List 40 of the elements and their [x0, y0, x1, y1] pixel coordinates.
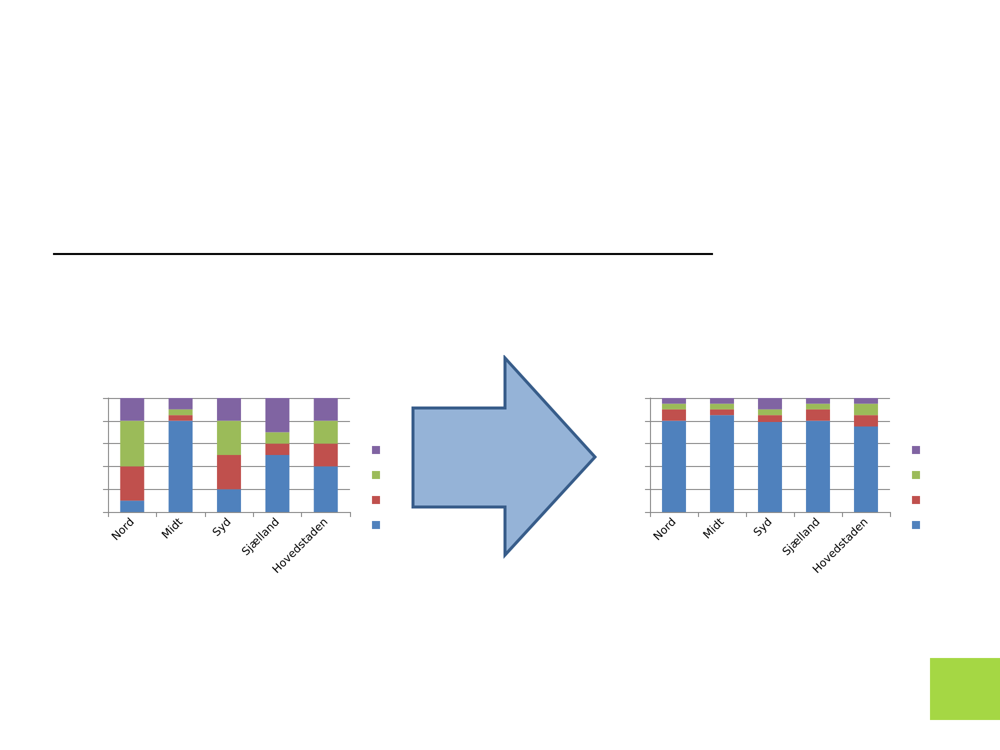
bar — [662, 409, 686, 421]
bar — [662, 398, 686, 404]
bar — [854, 415, 878, 426]
bar — [314, 466, 338, 512]
bar — [806, 404, 830, 410]
bar — [662, 404, 686, 410]
bar — [662, 420, 686, 512]
bar — [710, 398, 734, 404]
bar — [806, 398, 830, 404]
bar — [758, 398, 782, 410]
bar — [806, 420, 830, 512]
bar — [168, 409, 193, 416]
bar — [265, 398, 290, 432]
bar — [217, 455, 241, 490]
bar — [854, 404, 878, 416]
bar — [806, 409, 830, 421]
bar — [314, 444, 338, 466]
bar — [120, 420, 144, 466]
bar — [758, 415, 782, 422]
bar — [217, 398, 241, 421]
bar — [314, 398, 338, 421]
bar — [710, 409, 734, 416]
bar — [710, 415, 734, 512]
bar — [265, 455, 290, 512]
bar — [120, 398, 144, 421]
bar — [120, 500, 144, 512]
bar — [314, 420, 338, 444]
bar — [120, 466, 144, 501]
bar — [168, 398, 193, 410]
bar — [265, 444, 290, 455]
bar — [217, 420, 241, 455]
bar — [168, 415, 193, 421]
bar — [710, 404, 734, 410]
bar — [168, 420, 193, 512]
bar — [758, 422, 782, 512]
bar — [265, 432, 290, 444]
bar — [854, 398, 878, 404]
bar — [854, 426, 878, 512]
bar — [217, 489, 241, 512]
bar — [758, 409, 782, 416]
